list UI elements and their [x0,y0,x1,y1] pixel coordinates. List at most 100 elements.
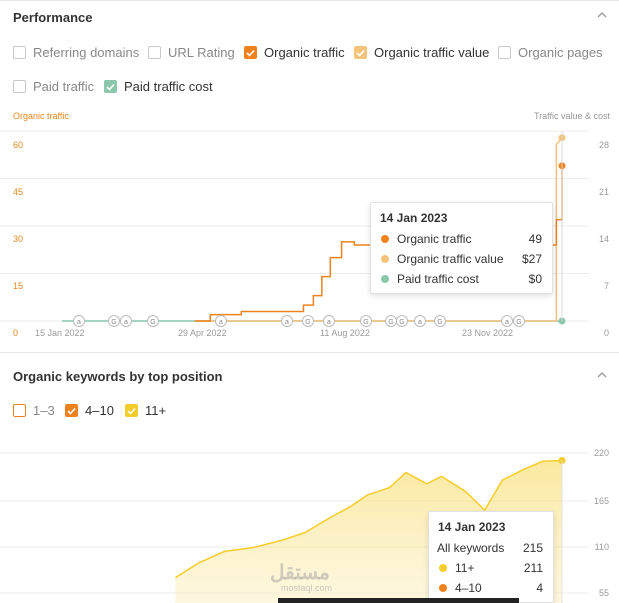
metric-organic-pages[interactable]: Organic pages [498,45,603,60]
metric-organic-traffic[interactable]: Organic traffic [244,45,345,60]
metric-referring-domains[interactable]: Referring domains [13,45,139,60]
checkbox-icon[interactable] [148,46,161,59]
checkbox-checked-icon[interactable] [104,80,117,93]
legend-label: 1–3 [33,403,55,418]
metric-label: Organic traffic value [374,45,490,60]
checkbox-checked-icon[interactable] [244,46,257,59]
left-axis-title: Organic traffic [13,111,69,121]
annotation-marker[interactable] [501,315,513,327]
checkbox-icon[interactable] [13,404,26,417]
performance-title: Performance [13,10,93,25]
annotation-marker-label: G [388,319,393,326]
tooltip-value: $0 [528,272,542,286]
right-axis-title: Traffic value & cost [533,111,610,121]
legend-position-4-10[interactable]: 4–10 [65,403,114,418]
metric-url-rating[interactable]: URL Rating [148,45,235,60]
legend-position-11-plus[interactable]: 11+ [125,403,166,418]
metric-paid-traffic-cost[interactable]: Paid traffic cost [104,79,213,94]
annotation-marker[interactable] [147,315,159,327]
tooltip-date: 14 Jan 2023 [438,520,506,534]
annotation-marker-label: a [219,319,223,326]
x-tick-label: 29 Apr 2022 [178,328,227,338]
x-tick-label: 11 Aug 2022 [320,328,370,338]
y2-tick-label: 55 [598,588,609,598]
annotation-marker[interactable] [434,315,446,327]
series-line-11-plus [175,459,563,579]
y-tick-label: 60 [13,140,24,150]
annotation-marker[interactable] [281,315,293,327]
tooltip-row: Paid traffic cost $0 [381,272,542,286]
collapse-performance-button[interactable] [597,11,607,21]
legend-position-1-3[interactable]: 1–3 [13,403,55,418]
metric-label: Organic pages [518,45,603,60]
annotation-marker-label: a [327,319,331,326]
annotation-marker[interactable] [120,315,132,327]
collapse-keywords-button[interactable] [597,371,607,381]
annotation-marker[interactable] [396,315,408,327]
checkbox-checked-icon[interactable] [65,404,78,417]
y2-tick-label: 7 [603,281,609,291]
x-tick-label: 23 Nov 2022 [462,328,514,338]
series-dot-icon [439,564,447,572]
tooltip-date: 14 Jan 2023 [380,211,448,225]
y-tick-label: 0 [13,328,19,338]
x-tick-label: 15 Jan 2022 [35,328,85,338]
tooltip-label: 11+ [455,561,475,575]
checkbox-icon[interactable] [13,80,26,93]
annotation-marker[interactable] [360,315,372,327]
metric-label: Organic traffic [264,45,345,60]
tooltip-label: Paid traffic cost [397,272,479,286]
chevron-up-icon [597,12,607,18]
watermark-logo: مستقل [270,562,330,584]
annotation-marker-label: G [111,319,116,326]
series-dot-icon [381,275,389,283]
tooltip-value: $27 [521,252,542,266]
annotation-marker[interactable] [73,315,85,327]
tooltip-row: All keywords 215 [437,541,543,555]
y2-tick-label: 21 [598,187,609,197]
annotation-marker-label: G [399,319,404,326]
annotation-marker[interactable] [302,315,314,327]
performance-tooltip: 14 Jan 2023 Organic traffic 49 Organic t… [370,202,553,294]
metric-paid-traffic[interactable]: Paid traffic [13,79,94,94]
series-dot-icon [439,584,447,592]
annotation-marker-label: a [77,319,81,326]
annotation-marker-label: G [437,319,442,326]
annotation-marker[interactable] [414,315,426,327]
metric-label: Referring domains [33,45,140,60]
y-tick-label: 30 [13,234,24,244]
y-tick-label: 15 [13,281,24,291]
y2-tick-label: 28 [598,140,609,150]
annotation-marker[interactable] [513,315,525,327]
checkbox-icon[interactable] [498,46,511,59]
y2-tick-label: 14 [598,234,609,244]
tooltip-label: 4–10 [455,581,482,595]
tooltip-row: Organic traffic 49 [381,232,542,246]
metric-label: Paid traffic [33,79,95,94]
tooltip-row: 4–10 4 [439,581,543,595]
metric-organic-traffic-value[interactable]: Organic traffic value [354,45,489,60]
annotation-marker-label: a [285,319,289,326]
checkbox-checked-icon[interactable] [125,404,138,417]
keywords-panel: Organic keywords by top position 1–3 4–1… [0,352,619,603]
y2-tick-label: 220 [593,448,609,458]
annotation-marker[interactable] [323,315,335,327]
metric-label: Paid traffic cost [124,79,213,94]
checkbox-checked-icon[interactable] [354,46,367,59]
checkbox-icon[interactable] [13,46,26,59]
annotation-marker[interactable] [215,315,227,327]
tooltip-value: 4 [536,581,543,595]
annotation-marker[interactable] [108,315,120,327]
horizontal-scrollbar[interactable] [278,598,519,603]
annotation-marker-label: G [305,319,310,326]
series-dot-icon [381,235,389,243]
y2-tick-label: 165 [593,496,609,506]
annotation-marker-label: G [150,319,155,326]
y2-tick-label: 110 [594,542,609,552]
tooltip-value: 215 [522,541,543,555]
metric-label: URL Rating [168,45,235,60]
performance-panel: Performance Referring domains URL Rating… [0,0,619,353]
tooltip-row: 11+ 211 [439,561,543,575]
chevron-up-icon [597,372,607,378]
